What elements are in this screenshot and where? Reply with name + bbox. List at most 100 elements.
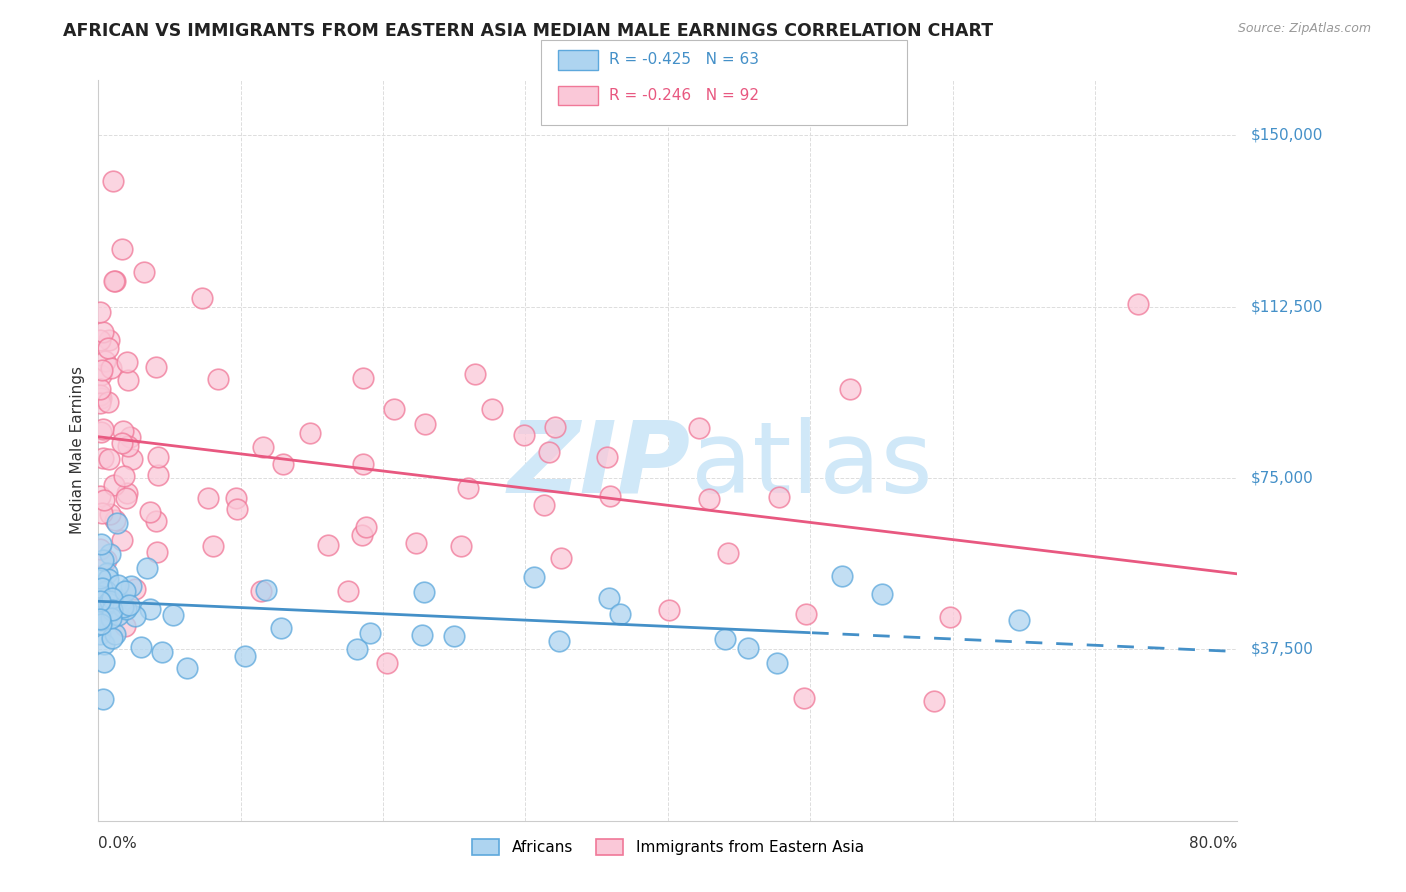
Legend: Africans, Immigrants from Eastern Asia: Africans, Immigrants from Eastern Asia: [465, 833, 870, 861]
Point: [350, 527, 373, 541]
Point: [523, 570, 546, 584]
Point: [89, 537, 111, 551]
Point: [93, 354, 115, 368]
Point: [356, 520, 378, 534]
Point: [939, 610, 962, 624]
Point: [91, 325, 114, 339]
Point: [98, 593, 121, 607]
Point: [359, 626, 381, 640]
Point: [114, 619, 136, 633]
Point: [111, 425, 134, 439]
Point: [697, 491, 720, 506]
Point: [89, 368, 111, 382]
Point: [162, 607, 184, 622]
Point: [118, 430, 141, 444]
Point: [96, 584, 118, 599]
Point: [688, 421, 710, 435]
Point: [97, 451, 120, 466]
Point: [548, 634, 571, 648]
Point: [254, 583, 277, 598]
Point: [609, 607, 631, 621]
Text: Source: ZipAtlas.com: Source: ZipAtlas.com: [1237, 22, 1371, 36]
Point: [101, 591, 124, 605]
Point: [115, 485, 138, 500]
Point: [97, 607, 120, 622]
Point: [90, 616, 112, 631]
Point: [120, 579, 142, 593]
Point: [89, 396, 111, 410]
Point: [89, 594, 111, 608]
Point: [111, 436, 134, 450]
Point: [139, 602, 162, 616]
Text: $150,000: $150,000: [1251, 128, 1323, 143]
Point: [145, 515, 167, 529]
Point: [768, 490, 790, 504]
Point: [93, 492, 115, 507]
Point: [89, 489, 111, 503]
Point: [98, 333, 121, 347]
Point: [91, 553, 114, 567]
Point: [148, 467, 170, 482]
Point: [93, 422, 115, 436]
Point: [146, 450, 169, 464]
Text: R = -0.425   N = 63: R = -0.425 N = 63: [609, 53, 759, 67]
Point: [94, 553, 117, 567]
Point: [595, 450, 617, 465]
Point: [98, 547, 121, 561]
Point: [352, 371, 374, 385]
Point: [89, 589, 111, 603]
Point: [114, 491, 136, 505]
Point: [146, 544, 169, 558]
Point: [121, 451, 143, 466]
Point: [89, 388, 111, 402]
Point: [93, 655, 115, 669]
Point: [544, 419, 567, 434]
Point: [191, 292, 214, 306]
Text: $75,000: $75,000: [1251, 470, 1315, 485]
Point: [107, 578, 129, 592]
Point: [1008, 614, 1031, 628]
Text: atlas: atlas: [690, 417, 932, 514]
Point: [207, 372, 229, 386]
Point: [450, 539, 472, 553]
Point: [839, 382, 862, 396]
Point: [599, 489, 621, 503]
Point: [533, 498, 555, 512]
Point: [89, 333, 111, 347]
Point: [91, 581, 114, 595]
Point: [117, 354, 139, 368]
Text: AFRICAN VS IMMIGRANTS FROM EASTERN ASIA MEDIAN MALE EARNINGS CORRELATION CHART: AFRICAN VS IMMIGRANTS FROM EASTERN ASIA …: [63, 22, 994, 40]
Point: [233, 648, 256, 663]
Point: [117, 439, 139, 453]
Point: [443, 629, 465, 643]
Point: [713, 632, 735, 647]
Text: $37,500: $37,500: [1251, 641, 1315, 657]
Text: R = -0.246   N = 92: R = -0.246 N = 92: [609, 88, 759, 103]
Point: [346, 641, 368, 656]
Point: [96, 566, 118, 580]
Point: [176, 661, 198, 675]
Point: [103, 274, 125, 288]
Point: [353, 457, 375, 471]
Point: [103, 477, 125, 491]
Point: [100, 603, 122, 617]
Point: [124, 609, 146, 624]
Point: [100, 603, 122, 617]
Text: $112,500: $112,500: [1251, 299, 1323, 314]
Point: [89, 571, 111, 585]
Point: [464, 367, 486, 381]
Point: [139, 504, 162, 518]
Text: 80.0%: 80.0%: [1189, 837, 1237, 852]
Point: [1126, 297, 1149, 311]
Point: [413, 417, 436, 431]
Point: [90, 601, 112, 615]
Point: [107, 608, 129, 623]
Text: 0.0%: 0.0%: [98, 837, 138, 852]
Point: [104, 274, 127, 288]
Point: [202, 540, 225, 554]
Point: [117, 373, 139, 387]
Point: [100, 611, 122, 625]
Point: [89, 541, 111, 556]
Point: [105, 516, 128, 530]
Point: [104, 627, 127, 641]
